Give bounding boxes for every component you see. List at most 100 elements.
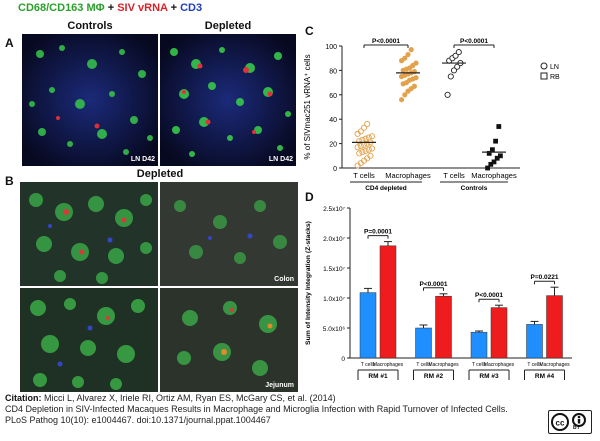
data-point — [399, 97, 405, 103]
data-point — [498, 153, 503, 159]
panel-a-controls-title: Controls — [67, 20, 113, 32]
data-point — [405, 51, 411, 58]
y-tick-label: 2.0x10⁷ — [323, 236, 346, 243]
panel-label-c: C — [305, 24, 314, 38]
group-label: Controls — [461, 185, 488, 192]
y-tick-label: 1.5x10⁷ — [323, 266, 346, 273]
micrograph-ln-depleted: LN D42 — [160, 34, 296, 166]
panel-label-d: D — [305, 190, 314, 204]
caption-authors: Micci L, Alvarez X, Iriele RI, Ortiz AM,… — [41, 393, 336, 403]
data-point — [491, 159, 497, 165]
data-point — [494, 155, 500, 161]
x-category-label: T cells — [353, 171, 375, 180]
data-point — [356, 150, 363, 157]
y-tick-label: 60 — [329, 93, 337, 100]
data-point — [444, 91, 451, 98]
data-point — [360, 124, 368, 131]
svg-text:cc: cc — [556, 419, 565, 428]
group-label: RM #1 — [368, 373, 388, 380]
panel-label-b: B — [5, 174, 14, 188]
y-tick-label: 100 — [325, 44, 337, 51]
x-category-label: Macrophages — [385, 171, 431, 180]
data-point — [402, 92, 408, 98]
header-cd3-stain: CD3 — [180, 2, 203, 14]
y-tick-label: 5.0x10⁶ — [323, 326, 346, 333]
pvalue-label: P<0.0001 — [460, 38, 488, 45]
group-label: RM #3 — [479, 373, 499, 380]
micrograph-jejunum-1 — [20, 288, 158, 392]
group-label: RM #4 — [535, 373, 555, 380]
bar — [470, 331, 488, 359]
legend-label-rb: RB — [550, 74, 560, 81]
data-point — [413, 60, 419, 66]
data-point — [359, 136, 366, 143]
pvalue-label: P<0.0001 — [475, 292, 503, 299]
cc-icon — [551, 413, 569, 431]
bar — [546, 295, 563, 359]
caption-citation-label: Citation: — [5, 393, 42, 403]
cc-by-label: BY — [573, 425, 580, 431]
data-point — [354, 144, 361, 151]
data-point — [455, 49, 462, 56]
data-point — [411, 69, 417, 75]
header-plus: + — [167, 2, 181, 14]
x-category-label: T cells — [361, 362, 376, 368]
data-point — [364, 121, 371, 128]
y-tick-label: 2.5x10⁷ — [323, 206, 346, 213]
micrograph-colon-1 — [20, 182, 158, 286]
data-point — [402, 55, 408, 61]
y-tick-label: 0 — [341, 356, 345, 363]
bar — [379, 245, 397, 359]
data-point — [362, 135, 369, 142]
legend-square-marker — [540, 72, 548, 80]
caption-article-title: CD4 Depletion in SIV-Infected Macaques R… — [5, 404, 508, 414]
data-point — [359, 149, 366, 156]
caption-citation: Citation: Micci L, Alvarez X, Iriele RI,… — [5, 393, 525, 404]
micrograph-jejunum-2: Jejunum — [160, 288, 298, 392]
pvalue-label: P<0.0001 — [419, 281, 447, 288]
data-point — [413, 75, 419, 81]
data-point — [368, 133, 376, 140]
y-axis-label: % of SIVmac251 vRNA⁺ cells — [303, 54, 312, 159]
panel-b-title: Depleted — [136, 168, 184, 180]
bar — [526, 324, 543, 359]
data-point — [365, 146, 372, 153]
data-point — [447, 73, 454, 80]
figure-caption: Citation: Micci L, Alvarez X, Iriele RI,… — [5, 393, 525, 426]
y-tick-label: 20 — [329, 142, 337, 149]
group-label: RM #2 — [424, 373, 444, 380]
header-vrna-stain: SIV vRNA — [117, 2, 168, 14]
data-point — [496, 124, 502, 129]
x-category-label: T cells — [527, 362, 542, 368]
bar — [435, 295, 452, 359]
data-point — [356, 138, 363, 145]
bar — [415, 327, 432, 359]
chart-c: 0 20 40 60 80 100 % of SIVmac251 vRNA⁺ cells T … — [303, 38, 560, 192]
data-point — [365, 134, 372, 141]
data-point — [493, 138, 498, 144]
bar — [359, 292, 377, 359]
cc-by-license-badge[interactable]: cc BY — [548, 410, 592, 434]
x-category-label: T cells — [472, 362, 487, 368]
y-axis-label: Sum of Intensity Integration (Z-stacks) — [305, 221, 312, 345]
x-category-label: Macrophages — [484, 362, 515, 368]
data-point — [485, 165, 490, 171]
bar — [490, 307, 508, 359]
x-category-label: T cells — [443, 171, 465, 180]
data-point — [408, 47, 414, 53]
panel-a-depleted-title: Depleted — [204, 20, 252, 32]
pvalue-label: P=0.0001 — [364, 229, 392, 236]
data-point — [367, 152, 374, 159]
header-macrophage-stain: CD68/CD163 MΦ — [18, 2, 105, 14]
caption-journal: PLoS Pathog 10(10): e1004467. doi:10.137… — [5, 415, 271, 425]
y-tick-label: 40 — [329, 117, 337, 124]
tag-ln-controls: LN D42 — [130, 156, 155, 163]
y-tick-label: 1.0x10⁷ — [323, 296, 346, 303]
data-point — [368, 145, 376, 152]
data-point — [362, 147, 369, 154]
x-category-label: Macrophages — [428, 362, 459, 368]
legend-circle-marker — [540, 62, 548, 70]
data-point — [486, 150, 492, 156]
x-category-label: Macrophages — [539, 362, 570, 368]
y-tick-label: 0 — [333, 166, 337, 173]
